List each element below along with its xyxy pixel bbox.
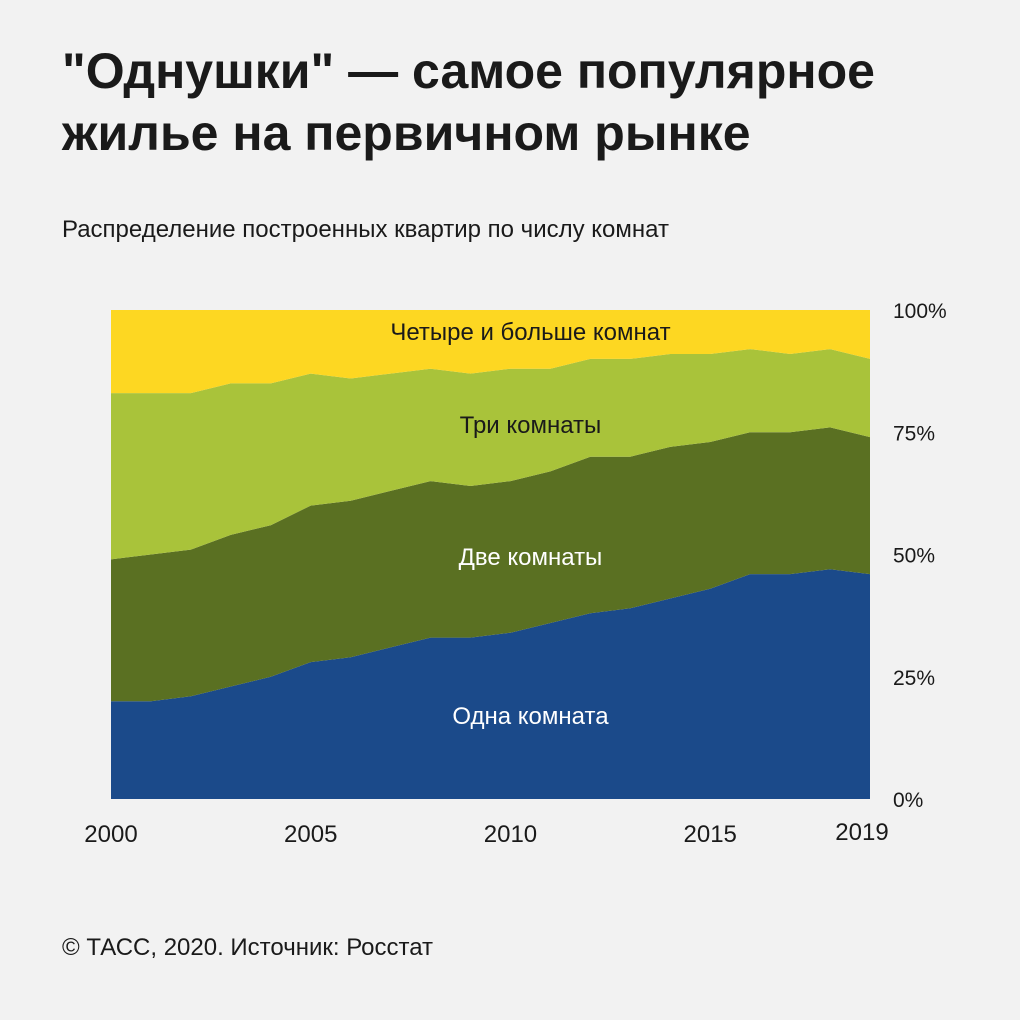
title-line-2: жилье на первичном рынке: [62, 105, 751, 161]
series-label-0: Одна комната: [452, 703, 609, 730]
x-tick-label: 2019: [835, 819, 888, 846]
series-label-3: Четыре и больше комнат: [390, 319, 670, 346]
x-tick-label: 2015: [684, 821, 737, 848]
source-credit: © ТАСС, 2020. Источник: Росстат: [62, 934, 434, 961]
y-tick-label: 100%: [893, 300, 947, 323]
page-title: "Однушки" — самое популярное жилье на пе…: [62, 40, 962, 164]
area-series-0: [111, 569, 870, 799]
series-label-1: Две комнаты: [459, 544, 603, 571]
chart-subtitle: Распределение построенных квартир по чис…: [62, 216, 669, 243]
x-tick-label: 2000: [84, 821, 137, 848]
y-tick-label: 0%: [893, 789, 923, 812]
y-tick-label: 25%: [893, 667, 935, 690]
y-tick-label: 50%: [893, 545, 935, 568]
y-tick-label: 75%: [893, 422, 935, 445]
x-tick-label: 2010: [484, 821, 537, 848]
x-tick-label: 2005: [284, 821, 337, 848]
series-label-2: Три комнаты: [460, 412, 602, 439]
area-series-3: [111, 310, 870, 394]
area-series-2: [111, 349, 870, 560]
title-line-1: "Однушки" — самое популярное: [62, 43, 875, 99]
area-series-1: [111, 427, 870, 702]
